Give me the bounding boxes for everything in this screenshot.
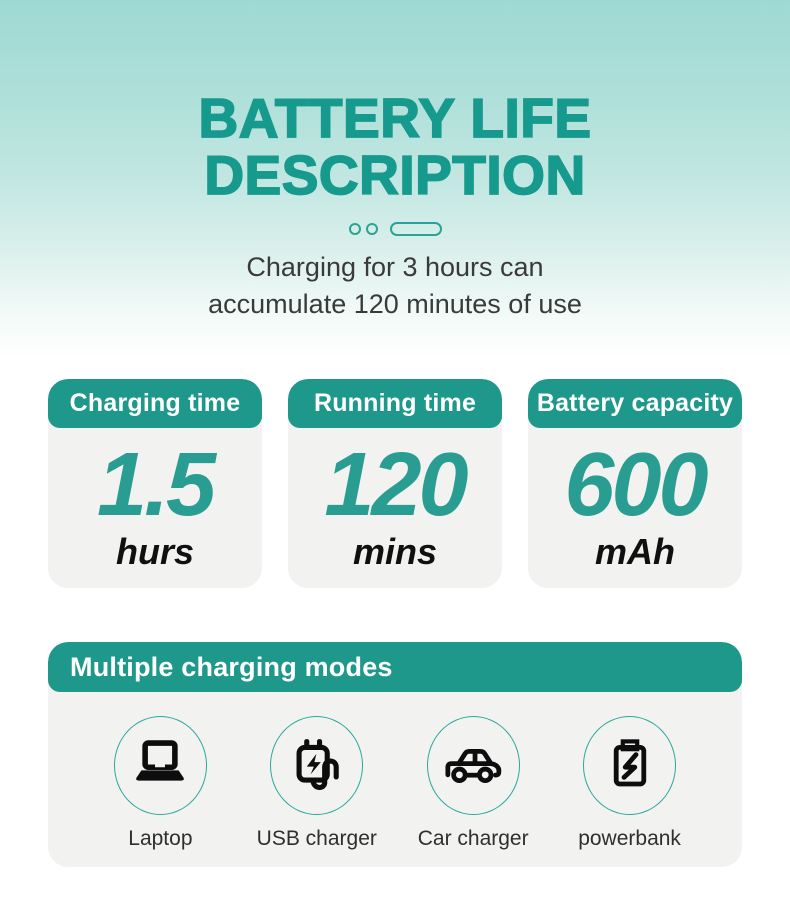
stats-row: Charging time 1.5 hurs Running time 120 … [0,379,790,588]
divider-decoration [0,221,790,237]
mode-label: powerbank [578,827,681,850]
pill-outline-icon [389,222,442,236]
mode-label: Car charger [417,827,529,850]
car-charger-icon [426,716,520,815]
mode-item-powerbank: powerbank [560,716,700,851]
stat-card-header: Charging time [48,379,262,428]
stat-card-value: 1.5 [96,435,216,535]
mode-item-car-charger: Car charger [403,716,543,851]
page-title-line2: DESCRIPTION [203,144,586,206]
subtitle-line1: Charging for 3 hours can [246,252,544,282]
powerbank-icon [583,716,677,815]
stat-card-unit: hurs [115,531,194,572]
mode-item-laptop: Laptop [90,716,230,851]
mode-label: USB charger [256,827,377,850]
charging-modes-header: Multiple charging modes [48,642,742,692]
circle-dot-icon [348,223,361,235]
stat-card-value: 600 [564,435,708,535]
stat-card-unit: mAh [595,531,675,572]
mode-label: Laptop [128,827,193,850]
subtitle: Charging for 3 hours can accumulate 120 … [0,249,790,323]
charging-modes-card: Multiple charging modes Laptop [48,642,742,867]
charging-modes-body: Laptop USB charger [48,692,742,867]
hero-section: BATTERY LIFE DESCRIPTION Charging for 3 … [0,0,790,323]
stat-card-charging-time: Charging time 1.5 hurs [48,379,262,588]
usb-charger-icon [270,716,364,815]
laptop-icon [113,716,207,815]
stat-card-running-time: Running time 120 mins [288,379,502,588]
stat-card-unit: mins [352,531,438,572]
stat-card-battery-capacity: Battery capacity 600 mAh [528,379,742,588]
page-title: BATTERY LIFE DESCRIPTION [0,87,790,206]
stat-card-header: Battery capacity [528,379,742,428]
stat-card-header: Running time [288,379,502,428]
stat-card-value: 120 [324,435,468,535]
page-title-line1: BATTERY LIFE [198,87,592,149]
mode-item-usb-charger: USB charger [247,716,387,851]
circle-dot-icon [365,223,378,235]
subtitle-line2: accumulate 120 minutes of use [208,289,582,319]
